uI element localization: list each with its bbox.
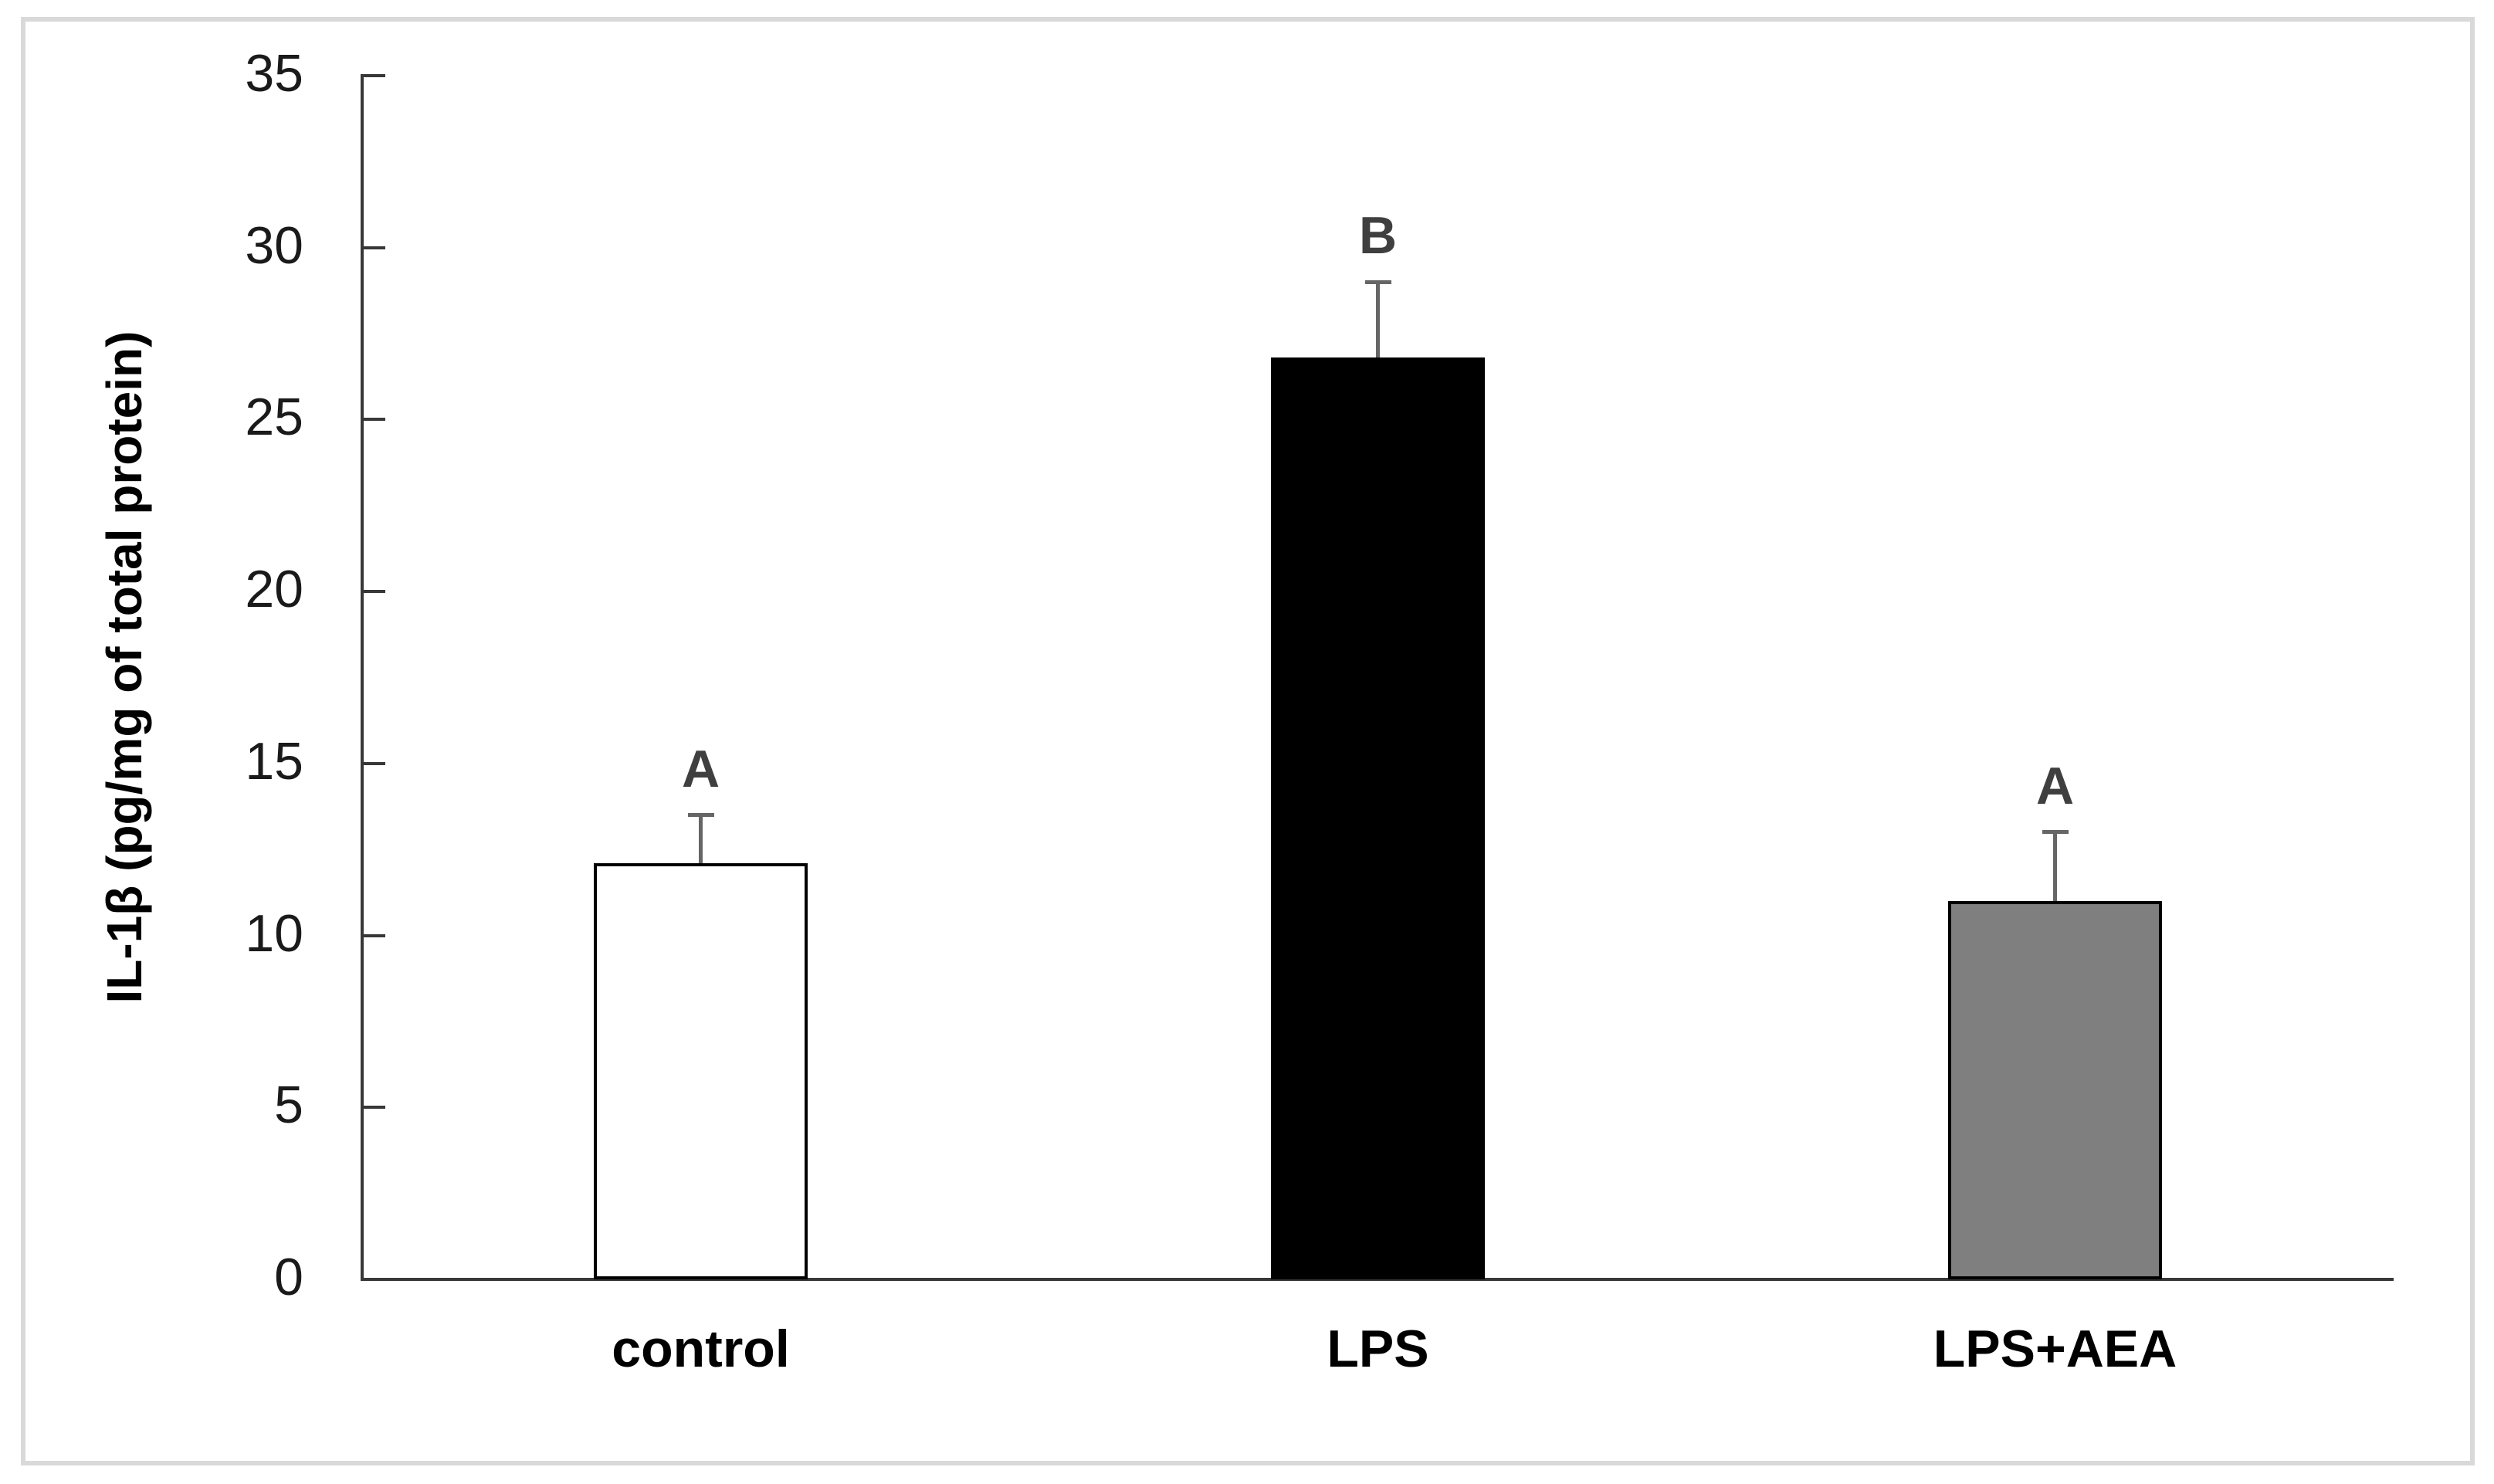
significance-letter: A xyxy=(681,739,720,798)
x-category-label: LPS+AEA xyxy=(1933,1320,2177,1378)
y-tick-label: 15 xyxy=(245,731,303,791)
error-bar-line xyxy=(2053,832,2057,902)
significance-letter: B xyxy=(1358,206,1398,266)
error-bar-cap xyxy=(1364,280,1391,284)
y-tick xyxy=(364,418,385,422)
y-tick-label: 5 xyxy=(274,1076,303,1135)
y-tick-label: 10 xyxy=(245,903,303,963)
error-bar-cap xyxy=(687,813,714,818)
y-tick xyxy=(364,590,385,594)
error-bar-line xyxy=(1376,282,1380,358)
error-bar-line xyxy=(699,815,703,864)
y-tick-label: 20 xyxy=(245,560,303,619)
y-tick xyxy=(364,74,385,77)
x-category-label: LPS xyxy=(1327,1320,1429,1378)
bar-control xyxy=(594,863,808,1279)
x-category-label: control xyxy=(612,1320,790,1378)
y-tick-label: 25 xyxy=(245,388,303,447)
y-tick xyxy=(364,1106,385,1110)
y-axis-line xyxy=(361,74,364,1281)
y-tick-label: 30 xyxy=(245,215,303,275)
y-tick xyxy=(364,1278,385,1281)
y-tick xyxy=(364,246,385,249)
error-bar-cap xyxy=(2042,830,2069,835)
y-tick xyxy=(364,933,385,937)
y-tick-label: 0 xyxy=(274,1248,303,1306)
y-tick xyxy=(364,761,385,765)
bar-lps-aea xyxy=(1948,901,2162,1279)
significance-letter: A xyxy=(2035,756,2075,815)
bar-lps xyxy=(1271,357,1485,1279)
y-axis-title: IL-1β (pg/mg of total protein) xyxy=(97,330,152,1004)
x-axis-line xyxy=(361,1278,2394,1281)
y-tick-label: 35 xyxy=(245,44,303,103)
